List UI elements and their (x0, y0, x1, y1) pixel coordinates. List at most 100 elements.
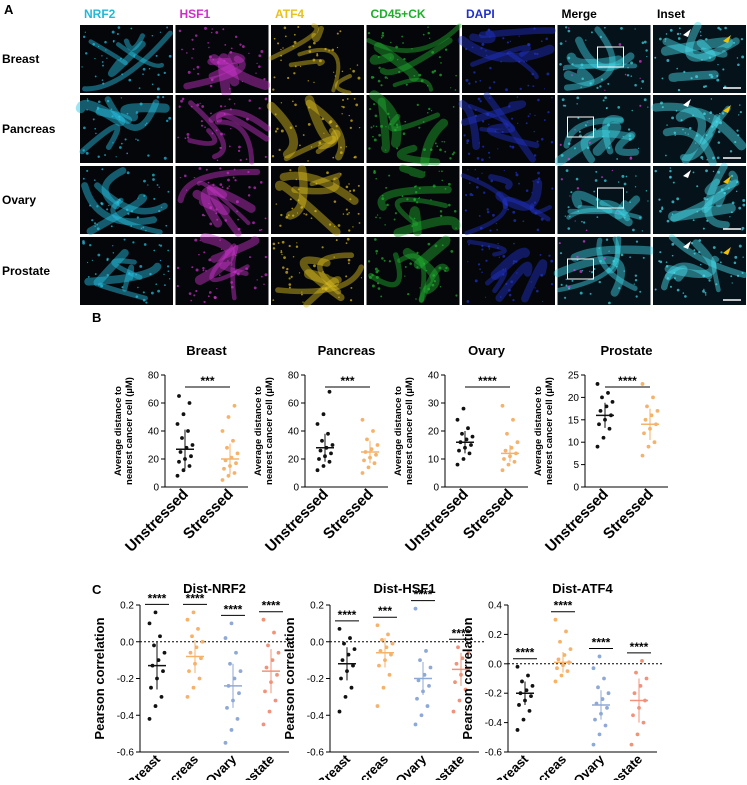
cell-speck (345, 208, 348, 211)
cell-speck (420, 79, 424, 83)
cell-speck (127, 212, 130, 215)
cell-speck (210, 112, 212, 115)
data-point (455, 462, 460, 467)
cell-speck (676, 32, 680, 36)
data-point (185, 617, 190, 622)
cell-speck (144, 124, 147, 126)
tissue-band (664, 265, 688, 282)
cell-speck (135, 295, 139, 298)
cell-speck (426, 85, 429, 87)
data-point (177, 459, 181, 464)
cell-speck (575, 177, 579, 181)
cell-speck (248, 52, 250, 55)
arrowhead (723, 105, 731, 113)
cell-speck (666, 124, 668, 126)
cell-speck (505, 282, 508, 286)
cell-speck (433, 69, 437, 73)
cell-speck (226, 171, 230, 175)
cell-speck (390, 41, 392, 44)
data-point (646, 444, 651, 449)
tissue-band (571, 190, 633, 227)
cell-speck (85, 151, 89, 155)
cell-speck (468, 82, 471, 85)
tissue-band (413, 235, 451, 270)
cell-speck (696, 210, 699, 213)
tissue-band (596, 237, 638, 291)
data-point (521, 717, 526, 722)
cell-speck (440, 62, 442, 64)
cell-speck (143, 179, 146, 183)
cell-speck (82, 149, 85, 152)
cell-speck (111, 30, 115, 34)
cell-speck (432, 274, 436, 277)
cell-speck (159, 259, 162, 262)
cell-speck (483, 191, 486, 194)
data-point (500, 403, 505, 408)
cell-speck (239, 43, 242, 46)
cell-speck (209, 84, 213, 88)
cell-speck (486, 208, 489, 211)
cell-speck (212, 58, 215, 61)
cell-speck (534, 114, 536, 117)
cell-speck (427, 242, 431, 246)
cell-speck (433, 280, 436, 283)
cell-speck (339, 151, 343, 155)
cell-speck (515, 173, 519, 177)
tissue-band (469, 29, 496, 44)
tissue-band (580, 129, 635, 164)
tissue-band (86, 193, 147, 235)
cell-speck (536, 180, 540, 184)
y-tick-label: 0 (153, 483, 159, 494)
cell-speck (156, 87, 160, 91)
micrograph-texture (466, 239, 554, 303)
cell-speck (496, 228, 499, 231)
cell-speck (677, 88, 681, 92)
cell-speck (722, 68, 725, 71)
cell-speck (621, 174, 625, 178)
cell-speck (564, 296, 567, 299)
y-tick-label: 60 (148, 399, 160, 410)
cell-speck (481, 42, 485, 46)
cell-speck (418, 197, 420, 200)
cell-speck (540, 40, 543, 43)
data-point (511, 417, 515, 422)
micrograph-texture (275, 164, 361, 236)
data-point (158, 634, 162, 639)
x-tick-label: Ovary (570, 751, 607, 780)
cell-speck (551, 187, 554, 190)
cell-speck (479, 226, 483, 230)
data-point (515, 664, 520, 669)
cell-speck (324, 287, 328, 291)
y-axis-label: Pearson correlation (92, 617, 107, 739)
cell-speck (687, 133, 689, 135)
cell-speck (571, 74, 573, 77)
cell-speck (536, 228, 540, 232)
cell-speck (153, 102, 155, 104)
cell-speck (95, 132, 97, 135)
data-point (464, 437, 469, 442)
cell-speck (357, 184, 360, 187)
cell-speck (565, 284, 568, 287)
cell-speck (204, 26, 207, 30)
cell-speck (216, 61, 220, 64)
cell-speck (466, 139, 470, 143)
cell-speck (283, 26, 287, 30)
cell-speck (677, 37, 681, 40)
cell-speck (560, 283, 563, 286)
y-tick-label: 60 (288, 399, 300, 410)
cell-speck (393, 218, 396, 221)
cell-speck (381, 197, 385, 201)
cell-speck (568, 287, 570, 290)
cell-speck (465, 78, 469, 82)
cell-speck (342, 106, 345, 109)
cell-speck (666, 277, 670, 280)
cell-speck (82, 177, 85, 180)
cell-speck (489, 36, 491, 38)
cell-speck (602, 99, 605, 102)
cell-speck (223, 113, 226, 116)
y-tick-label: 80 (288, 371, 300, 382)
cell-speck (94, 127, 97, 130)
cell-speck (142, 298, 146, 302)
y-axis-label: Pearson correlation (460, 617, 475, 739)
cell-speck (210, 31, 213, 34)
